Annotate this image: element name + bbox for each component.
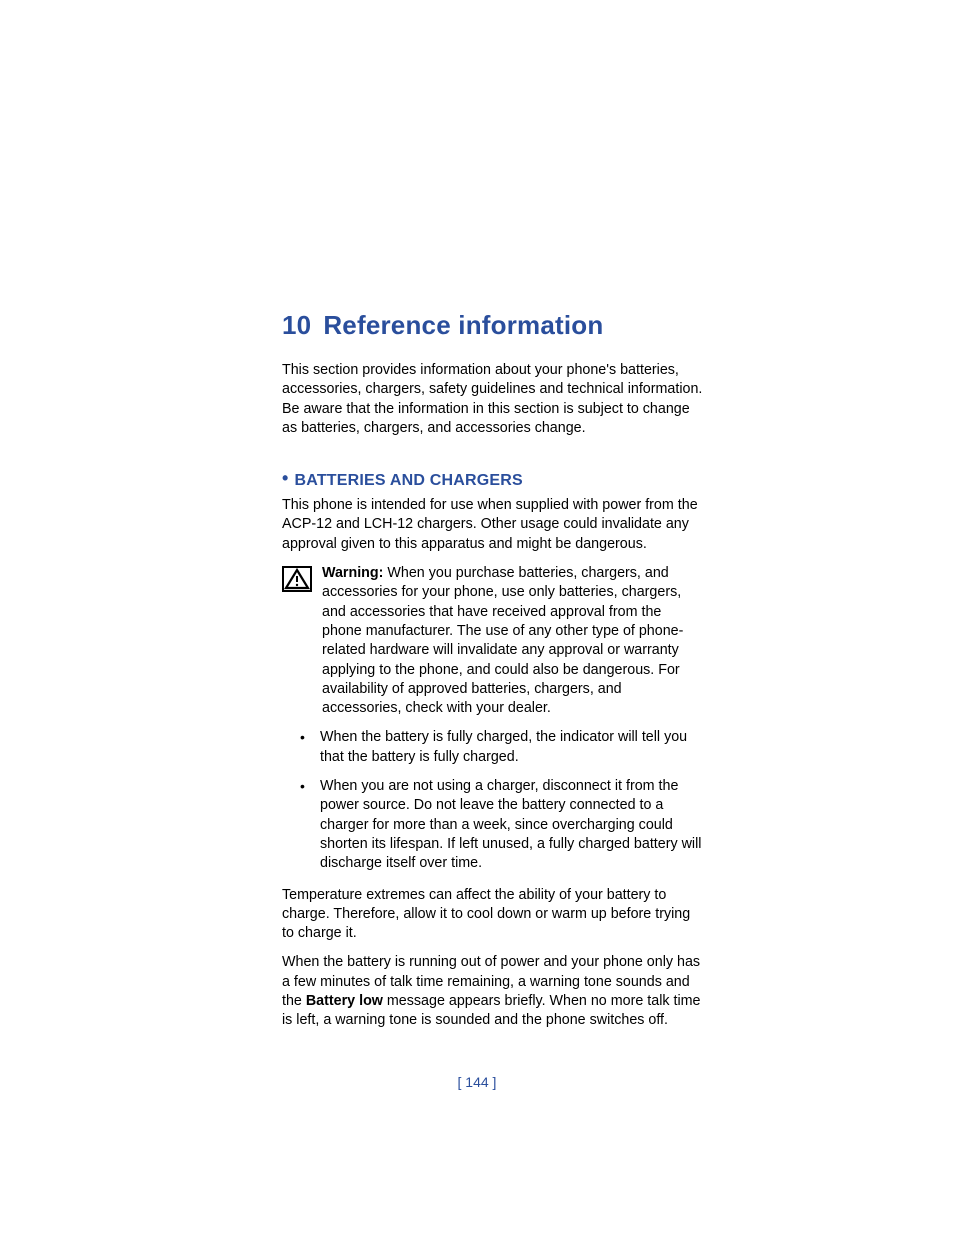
section-bullet: • bbox=[282, 468, 289, 488]
list-item: When you are not using a charger, discon… bbox=[282, 777, 704, 873]
page-number: [ 144 ] bbox=[0, 1074, 954, 1090]
chapter-title: 10 Reference information bbox=[282, 310, 704, 341]
section-para-3: When the battery is running out of power… bbox=[282, 953, 704, 1030]
chapter-title-text: Reference information bbox=[323, 310, 603, 340]
warning-label: Warning: bbox=[322, 565, 383, 581]
warning-icon bbox=[282, 566, 312, 597]
section-para-2: Temperature extremes can affect the abil… bbox=[282, 886, 704, 944]
intro-paragraph: This section provides information about … bbox=[282, 361, 704, 438]
warning-text: Warning: When you purchase batteries, ch… bbox=[322, 564, 704, 718]
section-header: • BATTERIES AND CHARGERS bbox=[282, 468, 704, 490]
warning-block: Warning: When you purchase batteries, ch… bbox=[282, 564, 704, 718]
section-para-1: This phone is intended for use when supp… bbox=[282, 496, 704, 554]
bullet-list: When the battery is fully charged, the i… bbox=[282, 728, 704, 873]
list-item: When the battery is fully charged, the i… bbox=[282, 728, 704, 767]
warning-body: When you purchase batteries, chargers, a… bbox=[322, 565, 683, 716]
section-title: BATTERIES AND CHARGERS bbox=[295, 472, 523, 489]
chapter-number: 10 bbox=[282, 310, 311, 340]
para3-bold: Battery low bbox=[306, 993, 383, 1009]
document-page: 10 Reference information This section pro… bbox=[0, 0, 954, 1031]
